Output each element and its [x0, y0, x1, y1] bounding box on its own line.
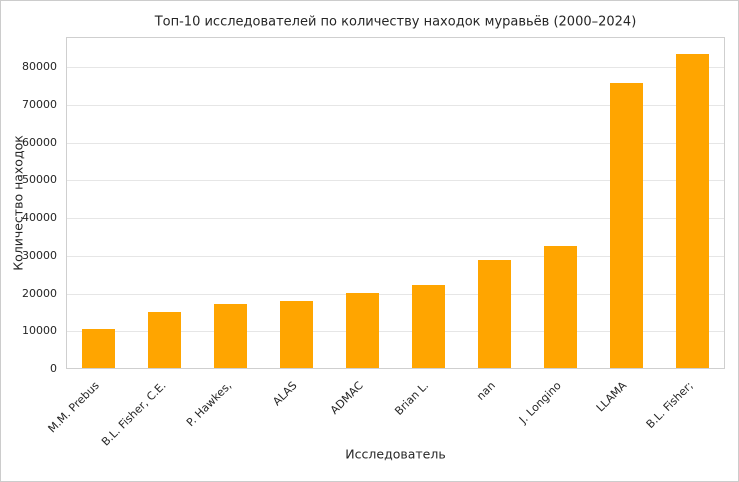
x-tick-label: ADMAC	[327, 379, 366, 417]
x-axis-label: Исследователь	[345, 446, 446, 462]
y-gridline	[67, 218, 724, 219]
x-tick-label: Brian L.	[392, 379, 432, 418]
y-tick-label: 20000	[22, 287, 57, 300]
y-tick-label: 30000	[22, 249, 57, 262]
bar	[676, 54, 709, 368]
x-tick-label: ALAS	[270, 379, 300, 409]
y-tick-label: 10000	[22, 324, 57, 337]
x-tick-label: J. Longino	[516, 379, 564, 427]
bar	[610, 83, 643, 368]
y-gridline	[67, 143, 724, 144]
y-tick-label: 50000	[22, 173, 57, 186]
x-tick-label: nan	[473, 379, 498, 403]
y-tick-label: 80000	[22, 60, 57, 73]
y-tick-label: 40000	[22, 211, 57, 224]
x-tick-label: P. Hawkes,	[183, 379, 234, 430]
x-tick-label: B.L. Fisher;	[643, 379, 696, 431]
y-gridline	[67, 331, 724, 332]
bar	[346, 293, 379, 368]
y-gridline	[67, 67, 724, 68]
x-tick-label: M.M. Prebus	[45, 379, 103, 436]
y-gridline	[67, 105, 724, 106]
bar	[478, 260, 511, 368]
bar	[82, 329, 115, 368]
bar	[280, 301, 313, 368]
bar	[214, 304, 247, 368]
y-tick-label: 60000	[22, 136, 57, 149]
bar	[412, 285, 445, 368]
bar	[148, 312, 181, 368]
x-tick-label: B.L. Fisher, C.E.	[98, 379, 169, 449]
y-tick-label: 0	[50, 362, 57, 375]
y-tick-label: 70000	[22, 98, 57, 111]
y-gridline	[67, 294, 724, 295]
chart-title: Топ-10 исследователей по количеству нахо…	[154, 14, 637, 30]
y-gridline	[67, 256, 724, 257]
x-tick-label: LLAMA	[593, 379, 630, 415]
y-gridline	[67, 180, 724, 181]
bar	[544, 246, 577, 368]
